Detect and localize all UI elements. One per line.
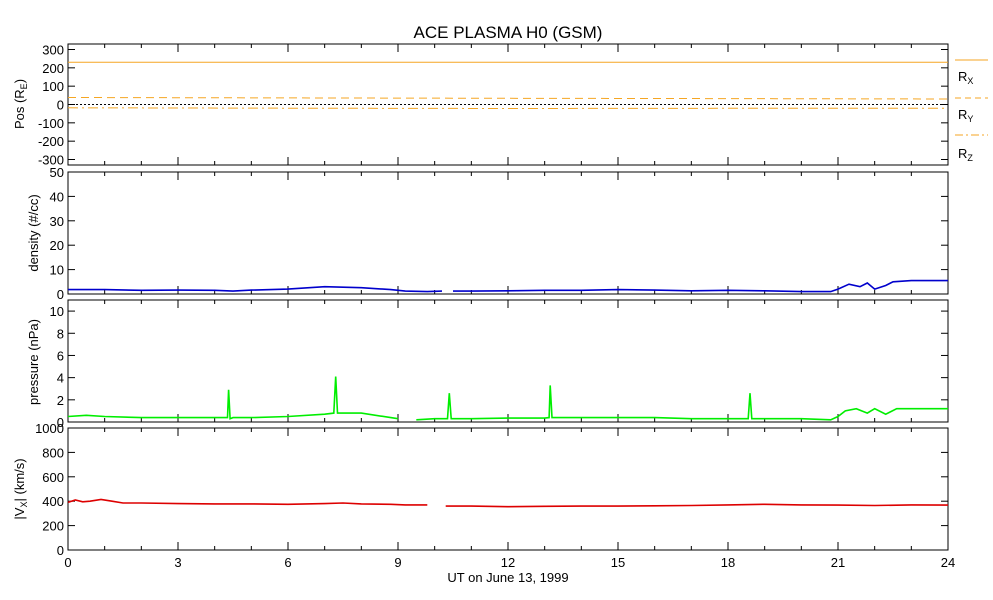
series-line-velocity-0 [67,498,428,506]
panels: -300-200-1000100200300010203040500246810… [35,43,955,571]
ytick-label: 0 [57,287,64,302]
ytick-label: 20 [50,238,64,253]
ytick-label: -200 [38,134,64,149]
xtick-label: 15 [611,555,625,570]
xtick-label: 3 [174,555,181,570]
ytick-label: 40 [50,189,64,204]
ytick-label: 300 [42,43,64,58]
panel-frame-velocity [67,427,949,551]
ytick-label: 10 [50,304,64,319]
x-axis-label: UT on June 13, 1999 [447,570,568,585]
ytick-label: 400 [42,494,64,509]
ytick-label: -300 [38,153,64,168]
xtick-label: 24 [941,555,955,570]
xtick-label: 0 [64,555,71,570]
panel-pressure: 0 2 4 6 8 10 [50,299,949,430]
ytick-label: -100 [38,116,64,131]
ytick-label: 100 [42,79,64,94]
xtick-label: 9 [394,555,401,570]
ytick-label: 0 [57,415,64,430]
ytick-label: 8 [57,326,64,341]
panel-frame-density [67,171,949,295]
series-line-pressure-0 [67,376,399,420]
series-line-position-1 [67,97,949,100]
panel-velocity: 0 200 400 600 800 1000 0 3 6 9 12 15 18 21 24 [35,421,955,570]
ytick-label: 6 [57,348,64,363]
panel-frame-pressure [67,299,949,423]
legend-rx-label: RX [958,69,973,86]
xtick-label: 12 [501,555,515,570]
pos-ylabel: Pos (RE) [12,79,29,129]
ytick-label: 2 [57,393,64,408]
legend-ry-label: RY [958,107,973,124]
ytick-label: 1000 [35,421,64,436]
ytick-label: 200 [42,519,64,534]
position-legend: RX RY RZ [955,59,988,163]
ytick-label: 10 [50,263,64,278]
series-line-pressure-1 [416,385,948,421]
ytick-label: 600 [42,470,64,485]
pressure-ylabel: pressure (nPa) [26,319,41,405]
xtick-label: 18 [721,555,735,570]
panel-position: -300 -200 -100 0 100 200 300 [38,43,949,168]
ytick-label: 50 [50,165,64,180]
chart-title: ACE PLASMA H0 (GSM) [414,23,603,42]
ytick-label: 800 [42,445,64,460]
ytick-label: 200 [42,61,64,76]
ytick-label: 0 [57,543,64,558]
series-line-position-2 [67,107,949,110]
density-ylabel: density (#/cc) [26,194,41,271]
xtick-label: 6 [284,555,291,570]
vx-ylabel: |VX| (km/s) [12,458,29,519]
ytick-label: 4 [57,371,64,386]
series-line-velocity-1 [445,503,949,508]
legend-rz-label: RZ [958,146,973,163]
ytick-label: 0 [57,98,64,113]
ytick-label: 30 [50,214,64,229]
series-line-density-1 [453,279,948,293]
xtick-label: 21 [831,555,845,570]
panel-density: 0 10 20 30 40 50 [50,165,949,302]
series-line-density-0 [68,285,443,293]
